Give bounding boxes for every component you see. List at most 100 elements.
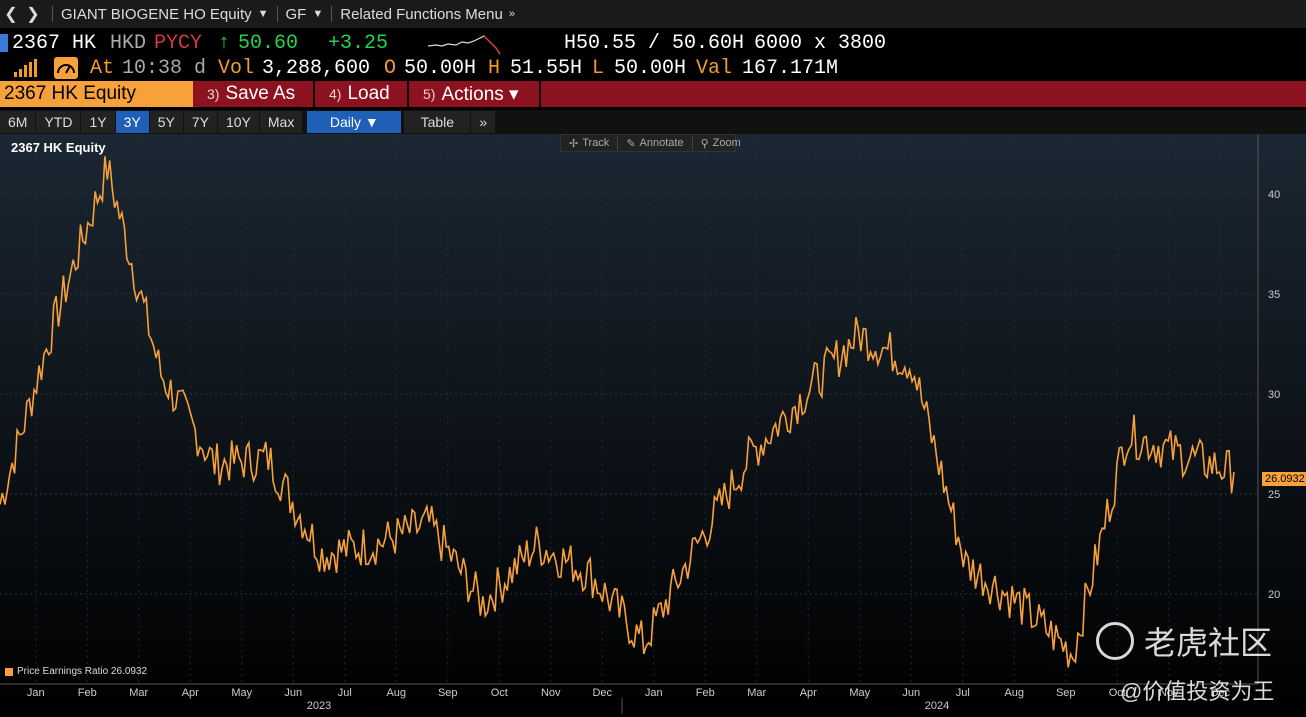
chart-title: 2367 HK Equity <box>11 140 106 155</box>
magnifier-icon: ⚲ <box>700 137 709 150</box>
caret-down-icon: ▼ <box>312 8 324 20</box>
x-tick-label: Jul <box>338 687 352 699</box>
currency-label: HKD <box>110 32 147 55</box>
period-ytd[interactable]: YTD <box>36 111 81 133</box>
ticker-label: 2367 HK <box>12 32 97 55</box>
x-tick-label: Feb <box>78 687 97 699</box>
related-functions-menu[interactable]: Related Functions Menu » <box>340 6 515 23</box>
x-tick-label: Nov <box>541 687 561 699</box>
period-5y[interactable]: 5Y <box>149 111 183 133</box>
at-label: At <box>90 57 115 80</box>
y-tick-label: 25 <box>1268 489 1280 501</box>
pe-ratio-line <box>0 156 1235 668</box>
x-tick-label: Mar <box>129 687 148 699</box>
legend-swatch <box>5 667 13 676</box>
y-tick-label: 20 <box>1268 589 1280 601</box>
y-tick-label: 30 <box>1268 389 1280 401</box>
signal-bars-icon <box>14 59 37 77</box>
watermark-author: @价值投资为王 <box>1120 679 1275 704</box>
double-chevron-down-icon: » <box>508 8 515 20</box>
open-value: 50.00H <box>404 57 477 80</box>
last-price: 50.60 <box>238 32 299 55</box>
x-tick-label: Apr <box>800 687 817 699</box>
x-tick-label: Feb <box>696 687 715 699</box>
vol-label: Vol <box>218 57 255 80</box>
x-tick-label: Oct <box>491 687 508 699</box>
crosshair-icon: ✢ <box>569 137 579 150</box>
x-tick-label: Sep <box>1056 687 1076 699</box>
more-button[interactable]: » <box>471 111 496 133</box>
bid-ask: H50.55 / 50.60H <box>564 32 745 55</box>
command-bar: 2367 HK Equity 3) Save As 4) Load 5) Act… <box>0 81 1306 107</box>
ticker-input[interactable]: 2367 HK Equity <box>0 81 193 107</box>
x-tick-label: May <box>231 687 252 699</box>
info-line: At 10:38 d Vol 3,288,600 O 50.00H H 51.5… <box>0 56 1306 82</box>
bid-ask-size: 6000 x 3800 <box>754 32 887 55</box>
x-tick-label: Aug <box>386 687 406 699</box>
x-tick-label: Oct <box>1109 687 1126 699</box>
track-tool[interactable]: ✢ Track <box>561 136 619 150</box>
table-button[interactable]: Table <box>404 111 471 133</box>
low-value: 50.00H <box>614 57 687 80</box>
high-value: 51.55H <box>510 57 583 80</box>
pencil-icon: ✎ <box>626 137 636 150</box>
x-tick-label: Aug <box>1004 687 1024 699</box>
period-10y[interactable]: 10Y <box>217 111 259 133</box>
sparkline-icon <box>428 35 501 55</box>
price-change: +3.25 <box>328 32 389 55</box>
period-6m[interactable]: 6M <box>0 111 36 133</box>
security-name: GIANT BIOGENE HO Equity <box>61 5 252 23</box>
security-dropdown[interactable]: GIANT BIOGENE HO Equity ▼ <box>61 6 269 23</box>
x-tick-label: Nov <box>1159 687 1179 699</box>
year-label: 2024 <box>925 700 949 712</box>
zoom-tool[interactable]: ⚲ Zoom <box>700 137 741 150</box>
quote-line: 2367 HK HKD PYCY ↑ 50.60 +3.25 H50.55 / … <box>0 30 1306 56</box>
year-label: 2023 <box>307 700 331 712</box>
period-bar: 6M YTD 1Y 3Y 5Y 7Y 10Y Max Daily ▼ Table… <box>0 110 1306 134</box>
pe-ratio-chart[interactable]: 40 35 30 25 20 Jan Feb Mar Apr May Jun Jul Aug Sep Oc… <box>0 134 1306 717</box>
period-3y[interactable]: 3Y <box>115 111 149 133</box>
low-label: L <box>592 57 605 80</box>
function-name: GF <box>285 5 307 23</box>
y-tick-label: 40 <box>1268 189 1280 201</box>
function-dropdown[interactable]: GF ▼ <box>286 6 324 23</box>
last-value-label: 26.0932 <box>1262 472 1306 486</box>
x-tick-label: Mar <box>747 687 766 699</box>
period-1y[interactable]: 1Y <box>81 111 115 133</box>
x-tick-label: Jun <box>284 687 302 699</box>
x-tick-label: Jun <box>902 687 920 699</box>
x-tick-label: May <box>849 687 870 699</box>
x-tick-label: Jan <box>645 687 663 699</box>
x-tick-label: Apr <box>182 687 199 699</box>
source-label: PYCY <box>154 32 203 55</box>
up-arrow-icon: ↑ <box>218 32 231 55</box>
forward-arrow-icon[interactable]: ❯ <box>26 6 40 23</box>
chart-legend[interactable]: Price Earnings Ratio 26.0932 <box>5 666 147 677</box>
tiger-logo-icon <box>1096 622 1134 660</box>
high-label: H <box>488 57 501 80</box>
annotate-tool[interactable]: ✎ Annotate <box>618 136 693 150</box>
volume-value: 3,288,600 <box>262 57 371 80</box>
watermark-brand-text: 老虎社区 <box>1144 625 1273 661</box>
actions-button[interactable]: 5) Actions ▾ <box>409 81 541 107</box>
back-arrow-icon[interactable]: ❮ <box>4 6 18 23</box>
chart-tools: ✢ Track ✎ Annotate ⚲ Zoom <box>560 134 741 152</box>
period-max[interactable]: Max <box>259 111 303 133</box>
x-tick-label: Sep <box>438 687 458 699</box>
frequency-dropdown[interactable]: Daily ▼ <box>307 111 402 133</box>
save-as-button[interactable]: 3) Save As <box>193 81 315 107</box>
watermark-brand: 老虎社区 <box>1096 618 1272 664</box>
quote-time: 10:38 d <box>122 57 207 80</box>
caret-down-icon: ▼ <box>257 8 269 20</box>
x-tick-label: Dec <box>592 687 612 699</box>
x-tick-label: Jul <box>956 687 970 699</box>
val-label: Val <box>696 57 733 80</box>
legend-label: Price Earnings Ratio 26.0932 <box>17 666 148 677</box>
title-bar: ❮ ❯ GIANT BIOGENE HO Equity ▼ GF ▼ Relat… <box>0 0 1306 28</box>
y-tick-label: 35 <box>1268 289 1280 301</box>
period-7y[interactable]: 7Y <box>183 111 217 133</box>
quote-marker <box>0 34 8 52</box>
gauge-icon[interactable] <box>54 57 78 79</box>
x-tick-label: Jan <box>27 687 45 699</box>
load-button[interactable]: 4) Load <box>315 81 409 107</box>
